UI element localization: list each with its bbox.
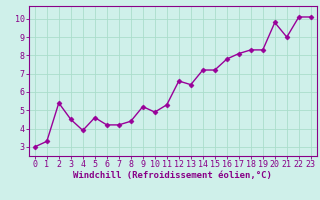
X-axis label: Windchill (Refroidissement éolien,°C): Windchill (Refroidissement éolien,°C): [73, 171, 272, 180]
